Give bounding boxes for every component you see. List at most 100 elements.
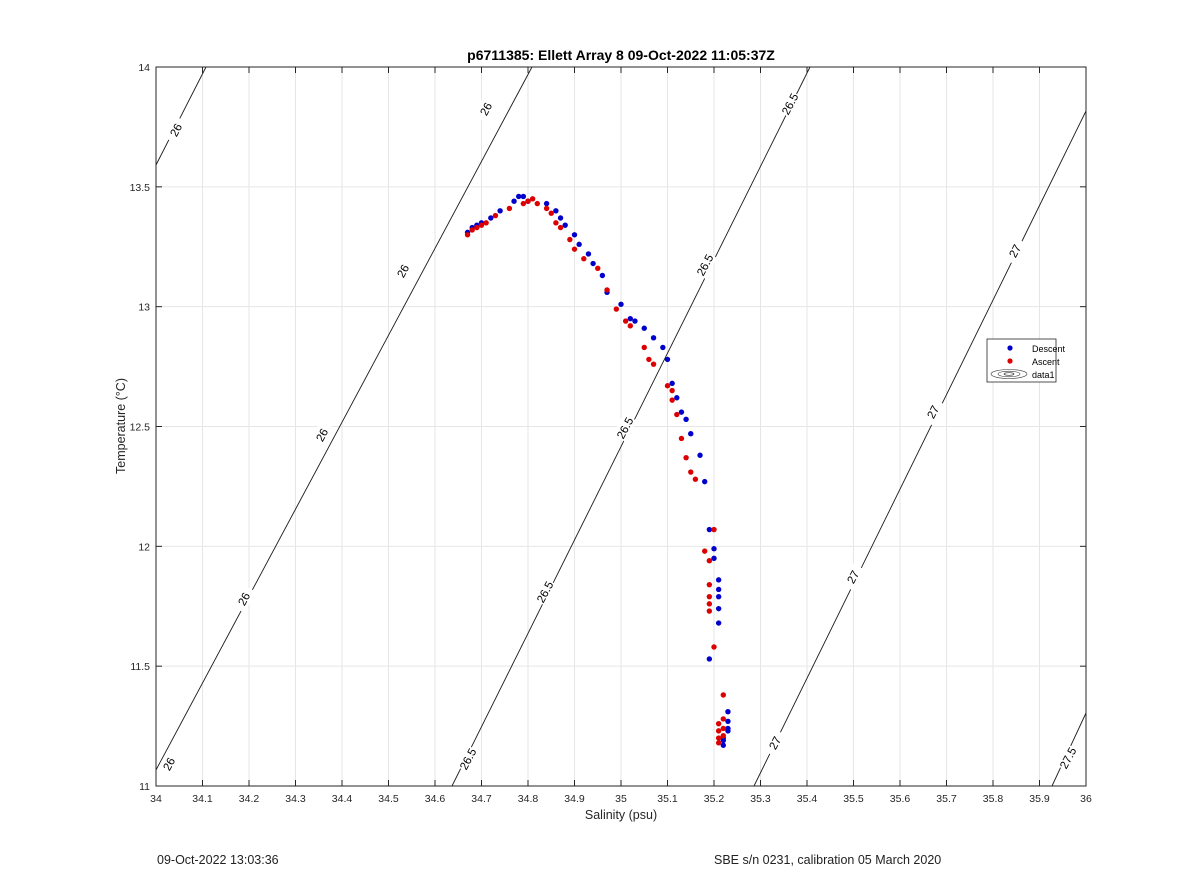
y-tick-label: 12 — [138, 541, 150, 553]
y-tick-label: 13.5 — [130, 182, 151, 194]
contour-label-bg — [532, 577, 557, 606]
x-tick-label: 35.3 — [750, 793, 771, 805]
x-tick-label: 34.5 — [378, 793, 399, 805]
x-tick-label: 36 — [1080, 793, 1092, 805]
descent-point — [627, 315, 633, 322]
descent-point — [641, 325, 647, 331]
descent-point — [725, 718, 731, 724]
descent-point — [715, 586, 722, 593]
legend: Descent Ascent data1 — [986, 338, 1066, 383]
x-tick-label: 34.1 — [192, 793, 213, 805]
contour-label: 27 — [768, 735, 785, 752]
legend-contour-icon — [990, 369, 1028, 379]
contour-label: 27 — [926, 404, 943, 421]
axis-ticks: 34 34.1 34.2 34.3 34.4 34.5 34.6 34.7 34.8 34.9 35… — [130, 62, 1092, 805]
ascent-point — [529, 196, 536, 202]
ascent-point — [595, 265, 601, 272]
x-tick-label: 35.6 — [890, 793, 911, 805]
ascent-point — [492, 212, 499, 219]
descent-point — [715, 593, 722, 600]
contour-label-bg — [1002, 236, 1027, 265]
ascent-point — [706, 601, 713, 607]
descent-point — [585, 251, 592, 257]
contour-label: 26 — [169, 122, 186, 139]
ascent-point — [706, 581, 713, 588]
descent-point — [715, 577, 722, 583]
ascent-point — [581, 256, 587, 262]
descent-point — [576, 241, 582, 248]
x-tick-label: 34.3 — [285, 793, 306, 805]
ascent-point — [683, 454, 689, 461]
descent-point — [720, 737, 726, 744]
descent-point — [543, 200, 550, 207]
ascent-point — [520, 200, 527, 207]
contour-label: 26 — [237, 591, 254, 608]
ascent-point — [567, 236, 573, 243]
ascent-point — [692, 476, 699, 482]
ascent-point — [715, 735, 722, 741]
descent-point — [669, 380, 675, 387]
ascent-point — [474, 224, 480, 231]
descent-point — [688, 430, 694, 437]
ascent-point — [571, 246, 578, 252]
descent-point — [516, 193, 522, 200]
y-axis-label: Temperature (°C) — [114, 378, 128, 474]
contour-label-bg — [231, 584, 256, 613]
x-tick-label: 35 — [615, 793, 627, 805]
ascent-point — [711, 644, 717, 650]
legend-descent-label: Descent — [1032, 344, 1066, 354]
ascent-point — [469, 227, 475, 233]
contour-label-bg — [156, 749, 181, 778]
descent-point — [571, 232, 578, 238]
ascent-point — [711, 526, 717, 533]
y-tick-label: 11 — [139, 781, 150, 793]
contour-label: 27 — [1008, 243, 1025, 260]
descent-point — [618, 301, 624, 307]
y-tick-label: 14 — [138, 62, 150, 74]
x-tick-label: 34.2 — [239, 793, 260, 805]
ascent-point — [706, 593, 713, 600]
legend-data1-label: data1 — [1032, 370, 1055, 380]
descent-point — [725, 709, 731, 715]
ascent-point — [715, 720, 722, 727]
x-tick-label: 35.1 — [657, 793, 678, 805]
descent-point — [497, 208, 503, 214]
ascent-point — [664, 383, 671, 389]
contour-label-bg — [309, 420, 334, 449]
descent-point — [697, 452, 703, 458]
ascent-point — [483, 220, 489, 226]
descent-point — [711, 555, 717, 562]
ascent-point — [525, 198, 531, 204]
y-tick-label: 12.5 — [130, 422, 151, 434]
density-contour-line — [155, 66, 533, 771]
x-tick-label: 34 — [150, 793, 162, 805]
descent-point — [557, 215, 564, 221]
contour-label: 26 — [396, 263, 413, 280]
contour-label-bg — [455, 744, 480, 773]
x-axis-label: Salinity (psu) — [585, 808, 657, 822]
ascent-point — [720, 716, 726, 722]
y-tick-label: 13 — [138, 302, 150, 314]
data-points — [464, 193, 731, 748]
descent-point — [650, 335, 657, 341]
x-tick-label: 35.5 — [843, 793, 864, 805]
descent-point — [664, 356, 671, 363]
ascent-point — [478, 222, 485, 228]
x-tick-label: 34.9 — [564, 793, 585, 805]
x-tick-label: 35.7 — [936, 793, 957, 805]
ascent-point — [674, 411, 680, 418]
ascent-point — [706, 558, 713, 564]
descent-point — [590, 260, 596, 267]
descent-point — [511, 198, 517, 204]
x-tick-label: 35.4 — [797, 793, 818, 805]
ascent-point — [622, 318, 629, 324]
descent-point — [725, 728, 731, 734]
ascent-point — [715, 728, 722, 734]
density-contour-line — [155, 66, 207, 166]
legend-descent-marker — [1007, 345, 1013, 351]
descent-point — [562, 222, 568, 228]
ascent-point — [543, 205, 550, 212]
ascent-point — [706, 608, 713, 614]
legend-ascent-label: Ascent — [1032, 357, 1060, 367]
